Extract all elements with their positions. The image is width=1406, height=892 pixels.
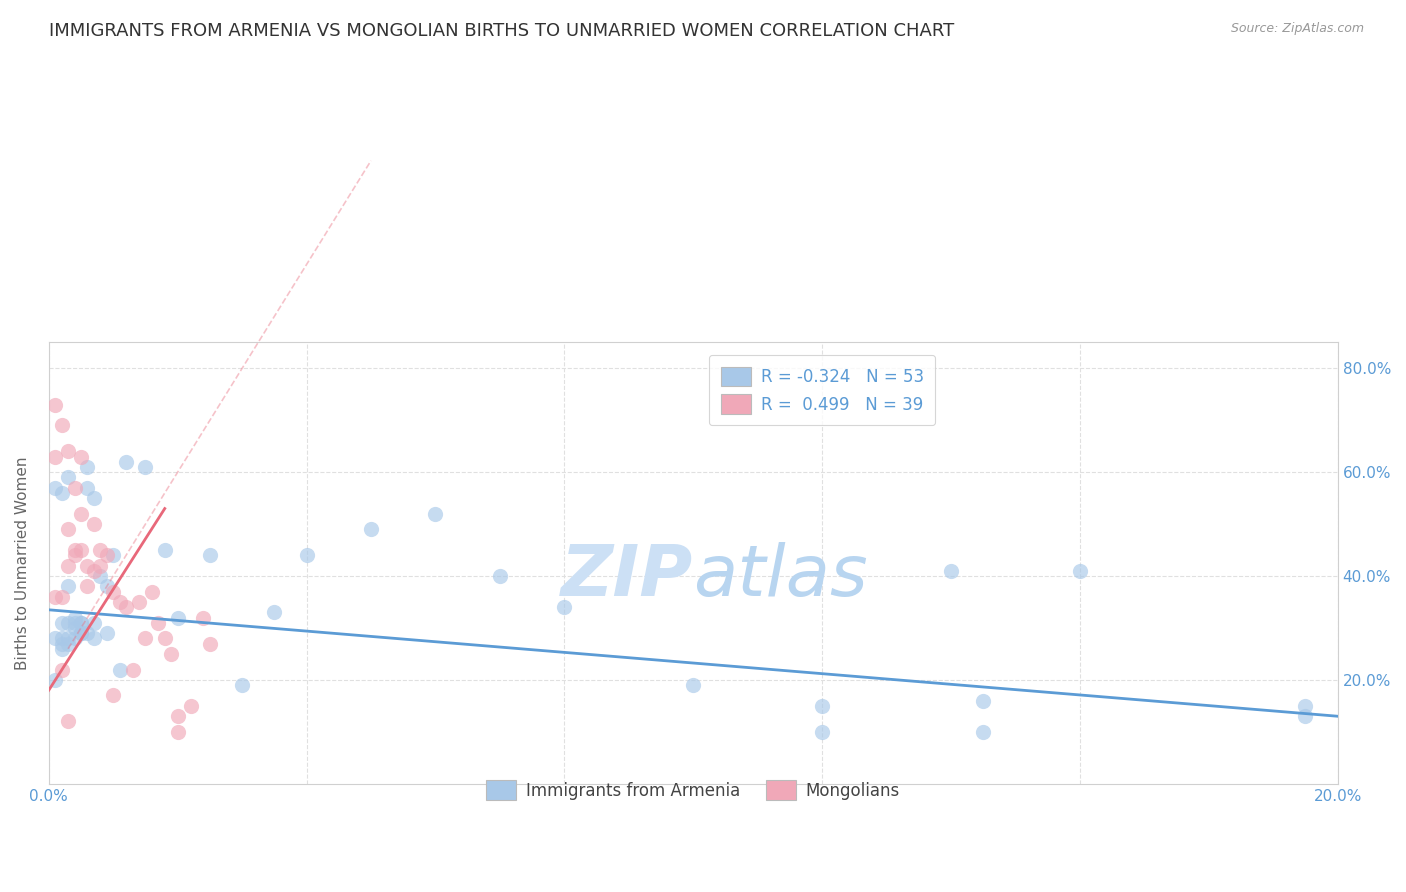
Point bbox=[44, 450, 66, 464]
Point bbox=[148, 615, 170, 630]
Point bbox=[63, 481, 86, 495]
Point bbox=[811, 724, 834, 739]
Point bbox=[89, 558, 111, 573]
Point bbox=[96, 579, 118, 593]
Point bbox=[115, 600, 138, 615]
Point bbox=[44, 590, 66, 604]
Point bbox=[51, 590, 73, 604]
Point bbox=[115, 455, 138, 469]
Point bbox=[76, 626, 98, 640]
Point bbox=[51, 636, 73, 650]
Point bbox=[51, 663, 73, 677]
Point bbox=[63, 621, 86, 635]
Text: IMMIGRANTS FROM ARMENIA VS MONGOLIAN BIRTHS TO UNMARRIED WOMEN CORRELATION CHART: IMMIGRANTS FROM ARMENIA VS MONGOLIAN BIR… bbox=[49, 22, 955, 40]
Point bbox=[263, 606, 285, 620]
Point bbox=[76, 579, 98, 593]
Point bbox=[166, 724, 188, 739]
Point bbox=[153, 543, 176, 558]
Point bbox=[63, 632, 86, 646]
Point bbox=[70, 626, 93, 640]
Point bbox=[76, 481, 98, 495]
Point bbox=[134, 632, 156, 646]
Point bbox=[1294, 709, 1316, 723]
Point bbox=[51, 418, 73, 433]
Point bbox=[44, 481, 66, 495]
Point bbox=[134, 460, 156, 475]
Point bbox=[70, 507, 93, 521]
Point bbox=[166, 610, 188, 624]
Point bbox=[83, 517, 105, 532]
Point bbox=[128, 595, 150, 609]
Point bbox=[70, 615, 93, 630]
Point bbox=[141, 584, 163, 599]
Point bbox=[103, 584, 125, 599]
Point bbox=[193, 610, 215, 624]
Point bbox=[972, 693, 994, 707]
Point bbox=[108, 595, 131, 609]
Point bbox=[70, 626, 93, 640]
Point bbox=[295, 549, 318, 563]
Point bbox=[56, 444, 79, 458]
Point bbox=[51, 615, 73, 630]
Point bbox=[811, 698, 834, 713]
Point bbox=[63, 543, 86, 558]
Point bbox=[76, 558, 98, 573]
Point bbox=[70, 615, 93, 630]
Point bbox=[489, 569, 512, 583]
Point bbox=[360, 522, 382, 536]
Text: atlas: atlas bbox=[693, 541, 868, 611]
Point bbox=[198, 636, 221, 650]
Point bbox=[76, 460, 98, 475]
Point bbox=[63, 610, 86, 624]
Point bbox=[83, 632, 105, 646]
Point bbox=[83, 564, 105, 578]
Point bbox=[939, 564, 962, 578]
Point bbox=[103, 689, 125, 703]
Point bbox=[108, 663, 131, 677]
Point bbox=[96, 549, 118, 563]
Point bbox=[51, 486, 73, 500]
Legend: Immigrants from Armenia, Mongolians: Immigrants from Armenia, Mongolians bbox=[479, 773, 907, 806]
Point bbox=[56, 522, 79, 536]
Point bbox=[682, 678, 704, 692]
Point bbox=[553, 600, 575, 615]
Point bbox=[103, 549, 125, 563]
Point bbox=[44, 632, 66, 646]
Point bbox=[96, 626, 118, 640]
Point bbox=[51, 641, 73, 656]
Point bbox=[56, 714, 79, 729]
Point bbox=[121, 663, 143, 677]
Point bbox=[83, 615, 105, 630]
Text: Source: ZipAtlas.com: Source: ZipAtlas.com bbox=[1230, 22, 1364, 36]
Point bbox=[89, 543, 111, 558]
Point bbox=[56, 636, 79, 650]
Point bbox=[44, 398, 66, 412]
Point bbox=[70, 450, 93, 464]
Point bbox=[198, 549, 221, 563]
Point bbox=[56, 579, 79, 593]
Point bbox=[231, 678, 253, 692]
Point bbox=[56, 615, 79, 630]
Point bbox=[70, 543, 93, 558]
Point bbox=[180, 698, 202, 713]
Point bbox=[51, 632, 73, 646]
Point bbox=[972, 724, 994, 739]
Text: ZIP: ZIP bbox=[561, 541, 693, 611]
Point bbox=[56, 632, 79, 646]
Point bbox=[1294, 698, 1316, 713]
Point bbox=[89, 569, 111, 583]
Point bbox=[160, 647, 183, 661]
Point bbox=[56, 470, 79, 484]
Point bbox=[56, 558, 79, 573]
Point bbox=[63, 615, 86, 630]
Point bbox=[425, 507, 447, 521]
Point bbox=[83, 491, 105, 505]
Point bbox=[1069, 564, 1091, 578]
Y-axis label: Births to Unmarried Women: Births to Unmarried Women bbox=[15, 457, 30, 670]
Point bbox=[63, 549, 86, 563]
Point bbox=[44, 673, 66, 687]
Point bbox=[153, 632, 176, 646]
Point bbox=[166, 709, 188, 723]
